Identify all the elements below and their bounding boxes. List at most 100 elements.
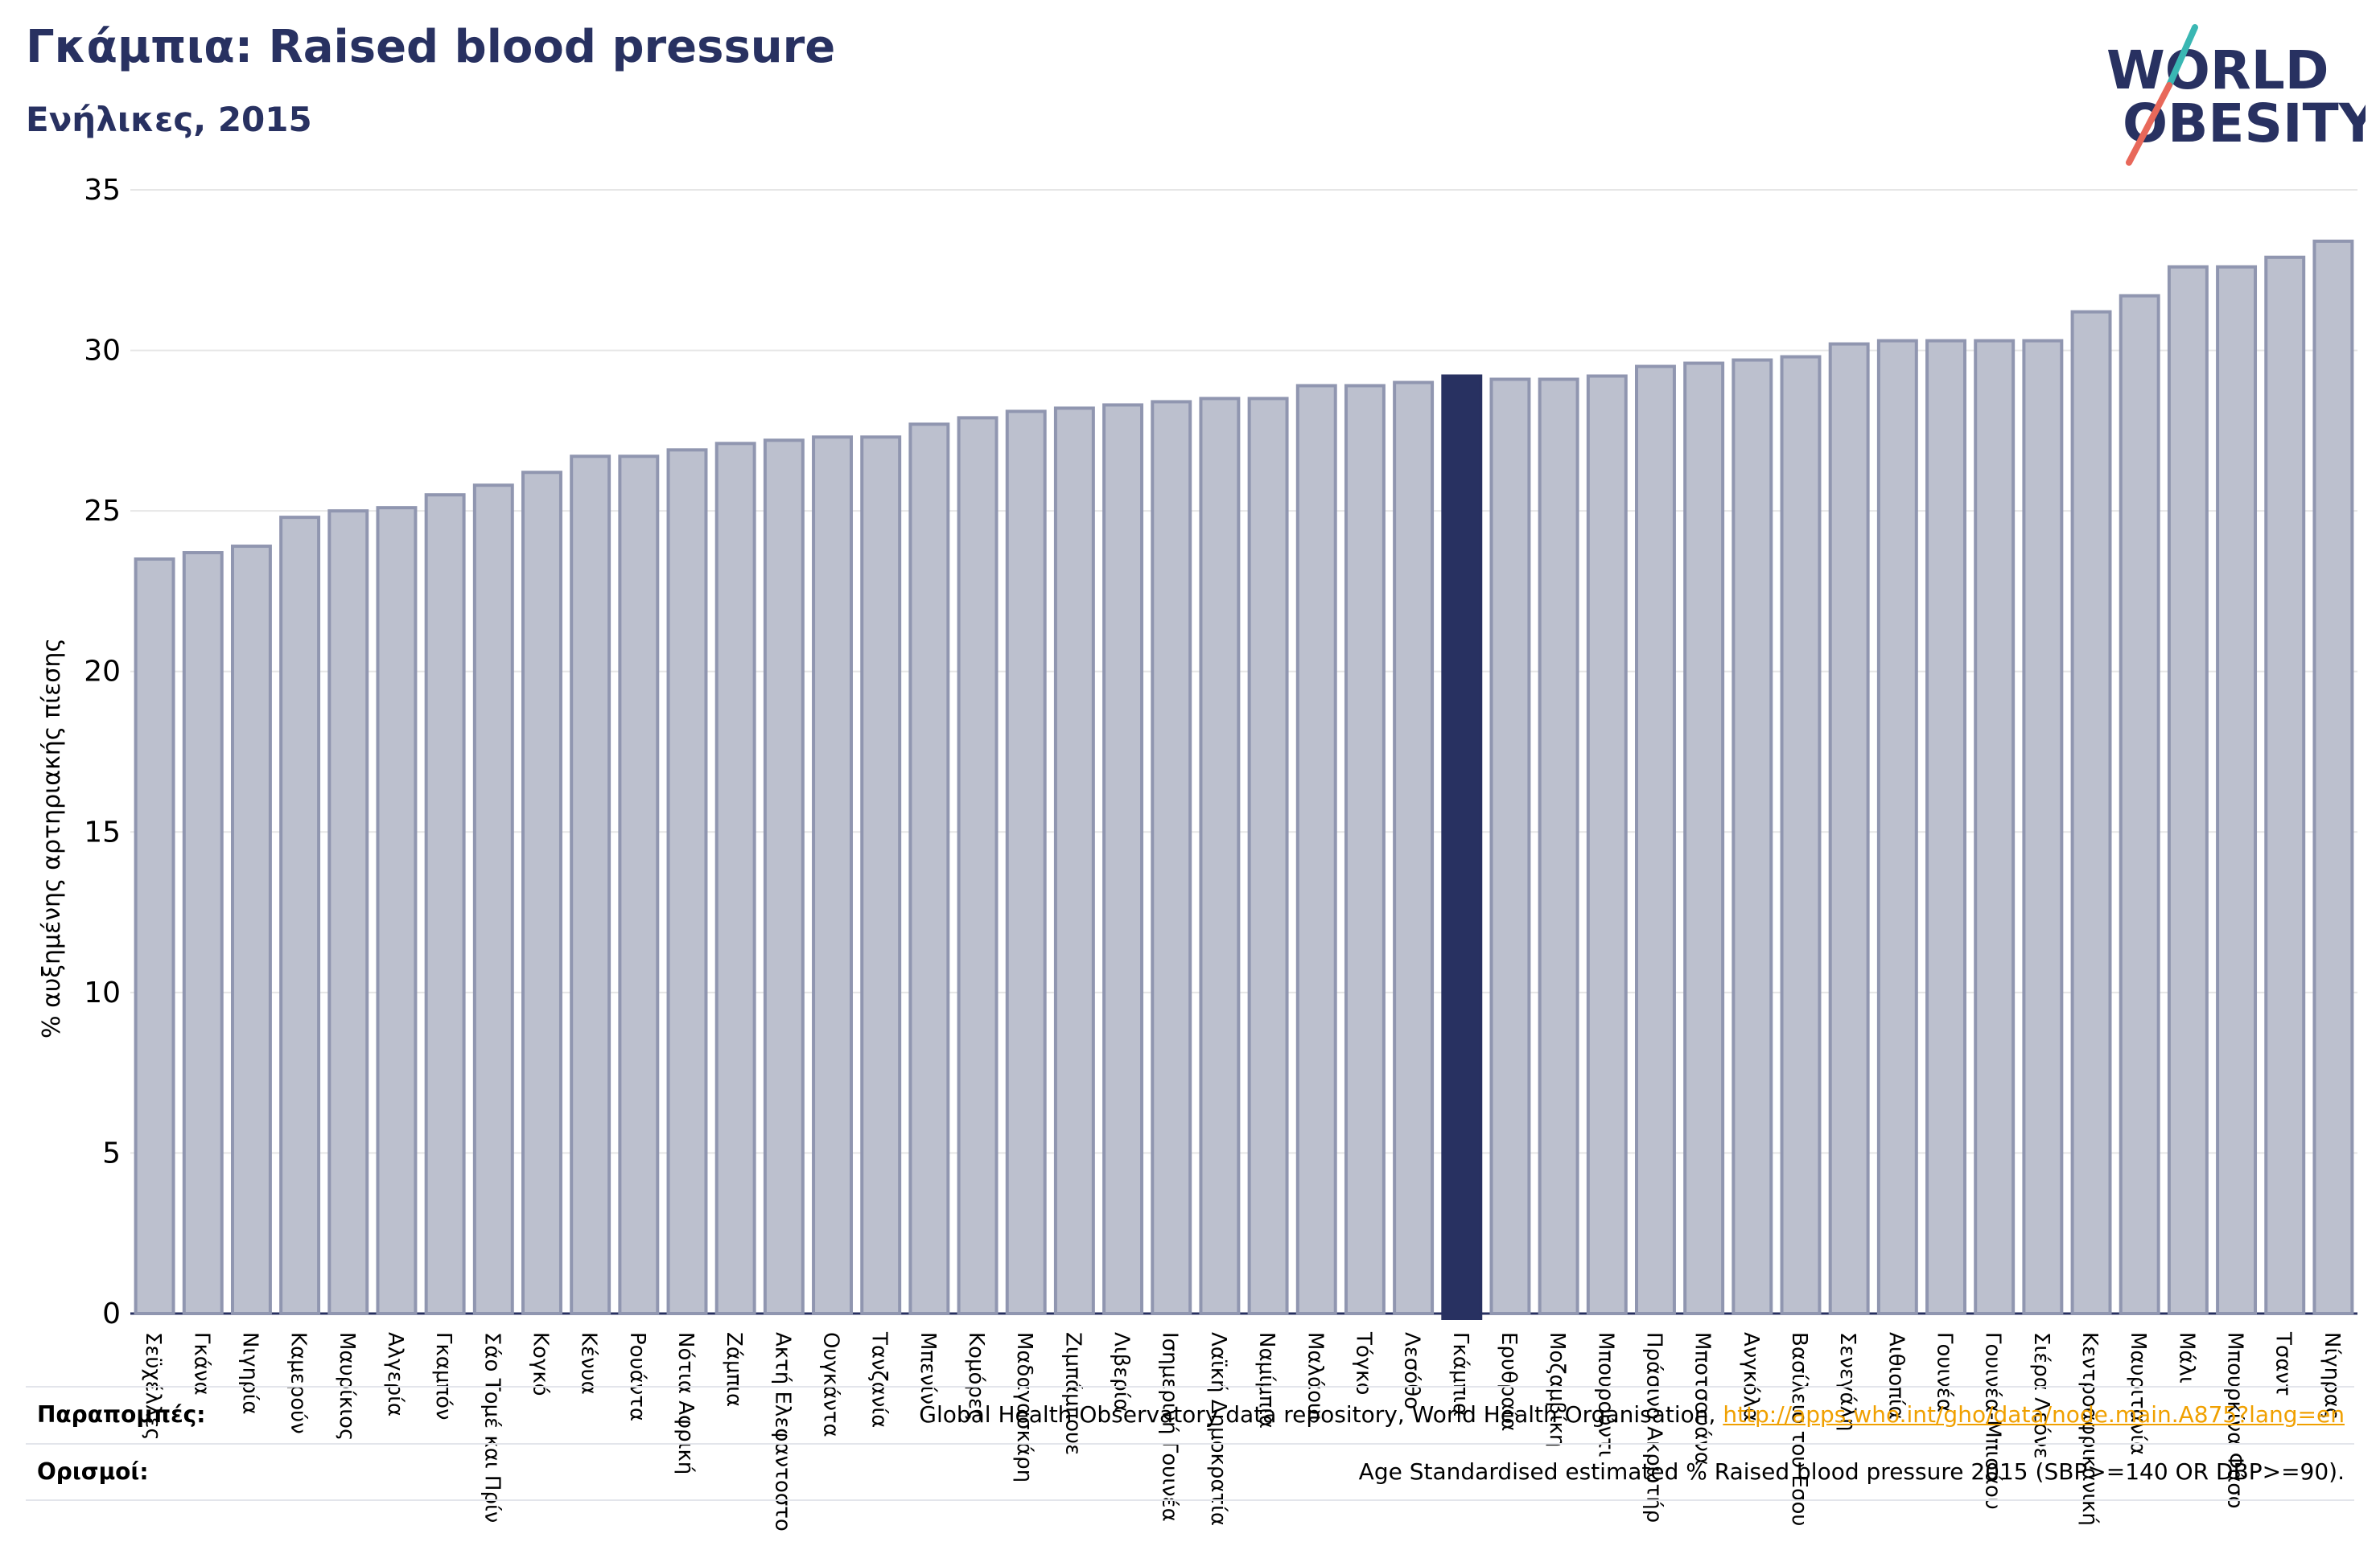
bar bbox=[376, 506, 418, 1315]
logo-line1: WORLD bbox=[2106, 39, 2329, 101]
x-tick-label: Μποτσουάνα bbox=[1690, 1332, 1715, 1466]
bar bbox=[860, 435, 902, 1316]
x-tick-label: Νότια Αφρική bbox=[673, 1332, 698, 1474]
x-tick-label: Ισημερινή Γουινέα bbox=[1158, 1332, 1182, 1522]
y-tick-labels: 0 5 10 15 20 25 30 35 bbox=[84, 174, 121, 1330]
page-subtitle: Ενήλικες, 2015 bbox=[26, 100, 312, 139]
bar bbox=[908, 422, 950, 1315]
references-link[interactable]: http://apps.who.int/gho/data/node.main.A… bbox=[1723, 1401, 2345, 1428]
x-tick-label: Τσαντ bbox=[2271, 1331, 2296, 1396]
bar bbox=[2312, 239, 2354, 1315]
x-tick-label: Ακτή Ελεφαντοστο bbox=[770, 1332, 794, 1532]
bar bbox=[1441, 374, 1483, 1321]
references-label: Παραπομπές: bbox=[37, 1401, 206, 1428]
bar bbox=[1925, 339, 1966, 1315]
bar bbox=[2167, 265, 2209, 1315]
x-tick-label: Λιβερία bbox=[1110, 1332, 1134, 1412]
x-tick-label: Ζιμπάμπουε bbox=[1060, 1332, 1085, 1455]
bar bbox=[2022, 339, 2064, 1315]
x-tick-label: Γκάνα bbox=[189, 1332, 213, 1396]
x-tick-label: Ερυθραία bbox=[1497, 1332, 1521, 1431]
x-tick-label: Μάλι bbox=[2174, 1332, 2198, 1384]
y-tick-label: 25 bbox=[84, 495, 121, 528]
x-tick-label: Κομόρες bbox=[964, 1332, 988, 1421]
bar bbox=[230, 545, 272, 1315]
logo-slash-top bbox=[2166, 24, 2198, 88]
bar bbox=[1828, 342, 1870, 1315]
footer-divider-top bbox=[26, 1386, 2354, 1388]
x-tick-label: Μαυριτανία bbox=[2126, 1332, 2150, 1455]
x-tick-label: Μαδαγασκάρη bbox=[1012, 1332, 1036, 1482]
references-text: Global Health Observatory data repositor… bbox=[919, 1401, 2345, 1428]
bar bbox=[134, 557, 175, 1315]
bar bbox=[763, 438, 805, 1315]
bar bbox=[1586, 374, 1628, 1316]
x-tick-label: Ανγκόλα bbox=[1739, 1332, 1763, 1421]
bar bbox=[1005, 409, 1047, 1315]
x-tick-label: Καμερούν bbox=[286, 1332, 311, 1434]
x-tick-label: Γκάμπια bbox=[1448, 1332, 1472, 1417]
bar bbox=[1199, 397, 1241, 1315]
bar bbox=[1393, 380, 1435, 1315]
bar bbox=[1974, 339, 2016, 1315]
x-tick-label: Γκαμπόν bbox=[431, 1332, 455, 1421]
definitions-label: Ορισμοί: bbox=[37, 1458, 149, 1485]
bar bbox=[957, 416, 999, 1315]
bar bbox=[1780, 355, 1822, 1315]
y-tick-label: 30 bbox=[84, 335, 121, 368]
world-obesity-logo: WORLD OBESITY bbox=[2106, 24, 2366, 166]
bar bbox=[521, 471, 562, 1315]
x-tick-label: Βασίλειο του Εσου bbox=[1787, 1332, 1811, 1526]
x-tick-label: Πράσινο Ακρωτήρ bbox=[1641, 1332, 1666, 1523]
y-axis-label: % αυξημένης αρτηριακής πίεσης bbox=[38, 638, 66, 1038]
x-tick-label: Ναμίμπια bbox=[1254, 1332, 1279, 1429]
bar bbox=[1731, 358, 1773, 1316]
x-tick-label: Γουινέα-Μπισάου bbox=[1981, 1332, 2005, 1510]
y-tick-label: 15 bbox=[84, 816, 121, 849]
bar bbox=[1053, 406, 1095, 1316]
x-tick-label: Αιθιοπία bbox=[1884, 1332, 1908, 1420]
bar bbox=[2119, 294, 2160, 1315]
x-tick-label: Σενεγάλη bbox=[1835, 1332, 1859, 1431]
bar bbox=[812, 435, 853, 1316]
x-tick-label: Μπουρούντι bbox=[1593, 1332, 1617, 1457]
bar bbox=[714, 442, 756, 1315]
x-tick-label: Ζάμπια bbox=[722, 1332, 746, 1407]
x-tick-label: Ρουάντα bbox=[625, 1332, 649, 1421]
logo-slash-bottom bbox=[2126, 82, 2172, 166]
bar bbox=[1876, 339, 1918, 1315]
x-tick-label: Τανζανία bbox=[867, 1331, 891, 1428]
x-tick-label: Μαλάουι bbox=[1303, 1332, 1327, 1422]
x-tick-label: Κογκό bbox=[528, 1332, 552, 1396]
bar bbox=[2264, 255, 2306, 1316]
footer-divider-bottom bbox=[26, 1499, 2354, 1501]
x-tick-label: Τόγκο bbox=[1351, 1331, 1375, 1395]
bar bbox=[1295, 384, 1337, 1315]
bar bbox=[327, 509, 369, 1315]
x-tick-label: Αλγερία bbox=[383, 1332, 407, 1417]
x-tick-label: Σιέρα Λεόνε bbox=[2029, 1332, 2053, 1459]
footer-divider-middle bbox=[26, 1443, 2354, 1445]
bar bbox=[570, 454, 611, 1315]
x-tick-label: Σάο Τομέ και Πρίν bbox=[480, 1332, 504, 1523]
x-tick-label: Κεντροαφρικανική bbox=[2077, 1332, 2102, 1526]
x-tick-label: Νίγηρας bbox=[2320, 1332, 2344, 1420]
x-tick-label: Γουινέα bbox=[1933, 1332, 1957, 1412]
y-tick-label: 5 bbox=[102, 1137, 121, 1170]
bar bbox=[1102, 403, 1144, 1316]
x-tick-label: Λεσόθο bbox=[1400, 1332, 1424, 1409]
bar bbox=[666, 448, 708, 1316]
y-tick-label: 10 bbox=[84, 977, 121, 1009]
y-tick-label: 0 bbox=[102, 1297, 121, 1330]
bar bbox=[1683, 361, 1725, 1316]
bar bbox=[472, 483, 514, 1315]
page-title: Γκάμπια: Raised blood pressure bbox=[26, 21, 836, 73]
bar bbox=[1635, 364, 1676, 1315]
bar bbox=[1489, 377, 1531, 1316]
x-tick-labels: Σεϋχέλλες Γκάνα Νιγηρία Καμερούν Μαυρίκιος Αλ… bbox=[141, 1331, 2344, 1532]
x-tick-label: Κένυα bbox=[577, 1332, 601, 1395]
x-tick-label: Μοζαμβίκη bbox=[1545, 1332, 1569, 1447]
x-tick-label: Μπουρκίνα Φάσο bbox=[2223, 1332, 2247, 1509]
references-source: Global Health Observatory data repositor… bbox=[919, 1401, 1723, 1428]
